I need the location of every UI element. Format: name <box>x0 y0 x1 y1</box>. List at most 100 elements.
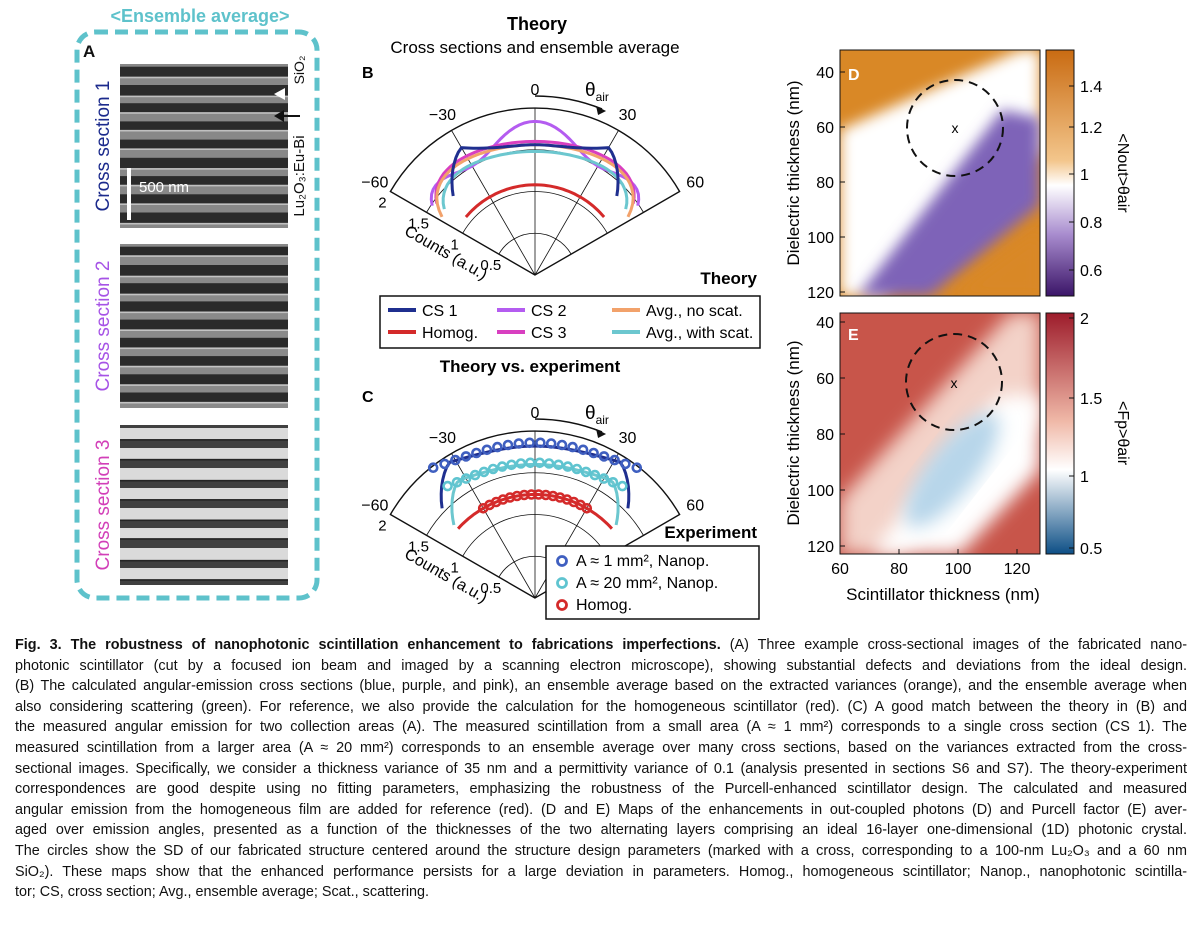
data-point-1mm <box>460 451 472 462</box>
angle-tick-label: 30 <box>619 430 637 447</box>
data-point-1mm <box>567 441 578 453</box>
colorbar-tick-label: 0.5 <box>1080 541 1102 558</box>
caption-body: Fig. 3. The robustness of nanophotonic s… <box>15 635 1187 903</box>
radial-tick-label: 0.5 <box>480 580 501 597</box>
panel-letter-d: D <box>848 67 860 84</box>
data-point-20mm <box>607 476 619 488</box>
caption-line: aged over emission angles, presented as … <box>15 822 1187 839</box>
data-point-20mm <box>571 463 583 475</box>
colorbar-tick-label: 1.4 <box>1080 79 1102 96</box>
scale-bar-label: 500 nm <box>139 179 189 196</box>
data-point-20mm <box>515 458 527 469</box>
legend-c-marker <box>556 577 568 589</box>
theta-air-label: θair <box>585 80 609 104</box>
legend-c: A ≈ 1 mm², Nanop. A ≈ 20 mm², Nanop. Homog… <box>545 545 760 620</box>
y-tick-label: 60 <box>816 120 834 137</box>
curve-homog <box>464 183 606 219</box>
data-point-1mm <box>427 462 439 474</box>
data-point-20mm <box>562 461 574 472</box>
radial-tick-label: 2 <box>378 518 386 535</box>
data-point-1mm <box>481 444 493 456</box>
data-point-20mm <box>617 480 628 492</box>
sem-image-1 <box>120 64 288 228</box>
panel-d: x D 40 60 80 100 120 Dielectric thickness (n… <box>784 49 1131 302</box>
data-point-1mm <box>492 441 503 453</box>
lu2o3-layer-label: Lu₂O₃:Eu-Bi <box>291 135 308 216</box>
data-point-20mm <box>534 457 546 469</box>
radial-tick-label: 2 <box>378 195 386 212</box>
radial-tick-label: 1.5 <box>408 215 429 232</box>
data-point-20mm <box>524 457 536 469</box>
y-tick-label: 120 <box>807 539 834 556</box>
caption-line: correspondences are good despite using n… <box>15 781 1187 798</box>
colorbar-tick-label: 1 <box>1080 469 1089 486</box>
sio2-arrow-icon <box>274 88 285 100</box>
legend-c-label: A ≈ 1 mm², Nanop. <box>576 553 709 570</box>
caption-line: the measured angular emission for two co… <box>15 719 1187 736</box>
cross-section-2-label: Cross section 2 <box>93 261 114 392</box>
angle-tick-label: 60 <box>686 175 704 192</box>
y-tick-label: 40 <box>816 65 834 82</box>
y-tick-label: 120 <box>807 285 834 302</box>
radial-axis-label: Counts (a.u.) <box>401 223 490 284</box>
colorbar-tick-label: 1.5 <box>1080 391 1102 408</box>
caption-line: Fig. 3. The robustness of nanophotonic s… <box>15 637 1188 653</box>
panel-c-title: Theory vs. experiment <box>440 357 621 376</box>
colorbar-tick-label: 0.8 <box>1080 215 1102 232</box>
caption-line: (B) The calculated angular-emission cros… <box>15 678 1187 695</box>
legend-b-label: Avg., with scat. <box>646 325 753 342</box>
data-point-20mm <box>598 473 610 484</box>
radial-tick-label: 0.5 <box>480 257 501 274</box>
design-marker-d: x <box>952 120 959 136</box>
legend-c-marker <box>556 599 568 611</box>
data-point-1mm <box>620 458 631 470</box>
ensemble-dashed-box <box>74 29 320 601</box>
y-tick-label: 80 <box>816 427 834 444</box>
angle-tick-label: 60 <box>686 498 704 515</box>
data-point-1mm <box>577 444 589 456</box>
sd-circle-e <box>905 333 1003 431</box>
data-point-20mm <box>487 463 499 475</box>
legend-b-label: CS 3 <box>531 325 567 342</box>
legend-b-label: CS 2 <box>531 303 567 320</box>
caption-line: sectional images. Specifically, we consi… <box>15 760 1187 777</box>
angle-tick-label: −60 <box>361 498 388 515</box>
caption-line: SiO₂). These maps show that the enhanced… <box>15 863 1187 880</box>
sd-circle-d <box>906 79 1004 177</box>
angle-tick-label: −30 <box>429 107 456 124</box>
angle-tick-label: 0 <box>531 82 540 99</box>
sem-image-3 <box>120 425 288 585</box>
data-point-1mm <box>524 437 535 449</box>
colorbar-e <box>1045 312 1075 555</box>
data-point-20mm <box>478 466 490 478</box>
panel-b-title: Theory <box>507 14 567 34</box>
sio2-layer-label: SiO₂ <box>291 56 307 85</box>
angle-tick-label: 30 <box>619 107 637 124</box>
theta-air-label: θair <box>585 403 609 427</box>
panel-c-corner-label: Experiment <box>664 523 757 542</box>
data-point-1mm <box>556 439 568 451</box>
data-point-20mm <box>589 469 601 481</box>
caption-title: Fig. 3. The robustness of nanophotonic s… <box>15 637 730 653</box>
legend-b-label: Homog. <box>422 325 478 342</box>
angle-tick-label: −60 <box>361 175 388 192</box>
sem-image-2 <box>120 244 288 408</box>
radial-tick-label: 1 <box>451 559 459 576</box>
colorbar-d-label: <Nout>θair <box>1114 133 1131 213</box>
heatmap-e <box>840 313 1040 554</box>
angle-tick-label: 0 <box>531 405 540 422</box>
legend-b-label: Avg., no scat. <box>646 303 743 320</box>
panel-letter-c: C <box>362 389 374 406</box>
curve-cs1 <box>450 143 620 197</box>
data-point-20mm <box>460 473 472 484</box>
panel-b-subtitle: Cross sections and ensemble average <box>390 38 679 57</box>
y-tick-label: 40 <box>816 315 834 332</box>
caption-line: angular emission from the homogeneous fi… <box>15 801 1187 818</box>
caption-line: tor; CS, cross section; Avg., ensemble a… <box>15 884 430 901</box>
caption-line: also considering scattering (green). For… <box>15 698 1187 715</box>
x-tick-label: 120 <box>1004 561 1031 578</box>
x-tick-label: 100 <box>945 561 972 578</box>
data-point-1mm <box>450 454 461 466</box>
panel-a: <Ensemble average> A 500 nm Cross sectio… <box>74 6 320 601</box>
